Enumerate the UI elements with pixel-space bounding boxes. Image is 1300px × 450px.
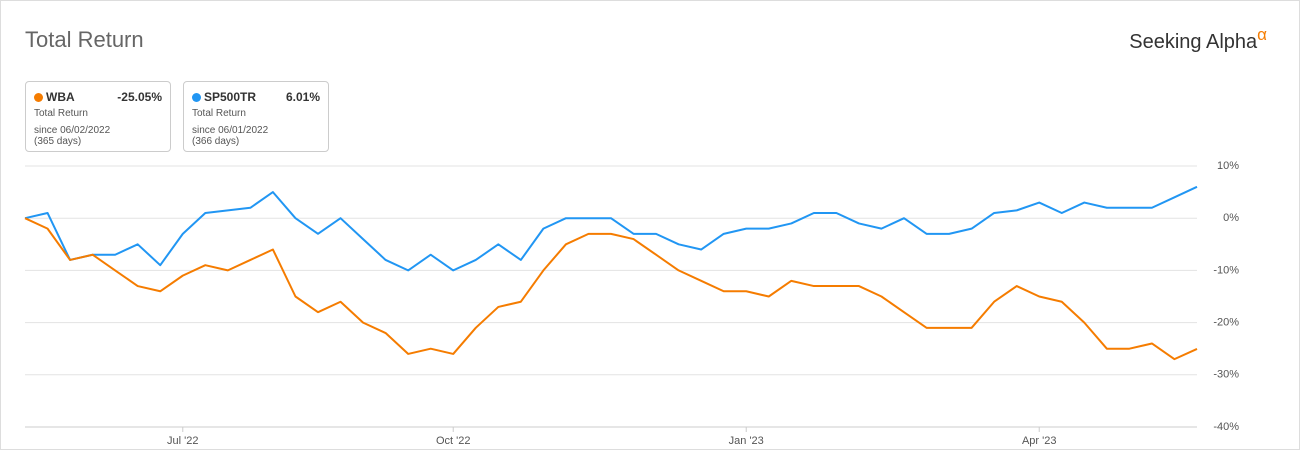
x-tick-label: Jan '23 (729, 435, 764, 447)
legend-name-wrap: SP500TR (192, 90, 256, 104)
legend-item: WBA -25.05% Total Return since 06/02/2022 (3… (25, 81, 171, 152)
series-line (24, 217, 1198, 361)
legend-since: since 06/02/2022 (34, 125, 111, 136)
x-tick-label: Oct '22 (436, 435, 471, 447)
x-tick-label: Apr '23 (1022, 435, 1057, 447)
legend-name: WBA (46, 90, 75, 104)
y-tick-label: -30% (1213, 369, 1239, 381)
legend-since: since 06/01/2022 (192, 125, 269, 136)
legend-dot (34, 93, 43, 102)
x-tick-label: Jul '22 (167, 435, 198, 447)
legend-head: WBA -25.05% (34, 90, 162, 104)
y-tick-label: -40% (1213, 421, 1239, 433)
y-tick-label: -10% (1213, 264, 1239, 276)
legend-days: (366 days) (192, 136, 240, 147)
brand-logo: Seeking Alphaα (1129, 25, 1267, 54)
legend-name-wrap: WBA (34, 90, 75, 104)
legend-value: 6.01% (285, 90, 320, 104)
legend-metric: Total Return (192, 108, 246, 119)
brand-name: Seeking Alpha (1129, 31, 1258, 53)
legend-value: -25.05% (117, 90, 162, 104)
chart-title: Total Return (25, 27, 144, 52)
legend-name: SP500TR (204, 90, 257, 104)
legend-metric: Total Return (34, 108, 88, 119)
legend-item: SP500TR 6.01% Total Return since 06/01/2022… (183, 81, 329, 152)
legend-head: SP500TR 6.01% (192, 90, 320, 104)
y-tick-label: -20% (1213, 317, 1239, 329)
series-line (24, 185, 1198, 272)
y-tick-label: 0% (1223, 212, 1239, 224)
legend-dot (192, 93, 201, 102)
legend-days: (365 days) (34, 136, 82, 147)
brand-mark: α (1257, 25, 1267, 44)
y-tick-label: 10% (1217, 160, 1239, 172)
